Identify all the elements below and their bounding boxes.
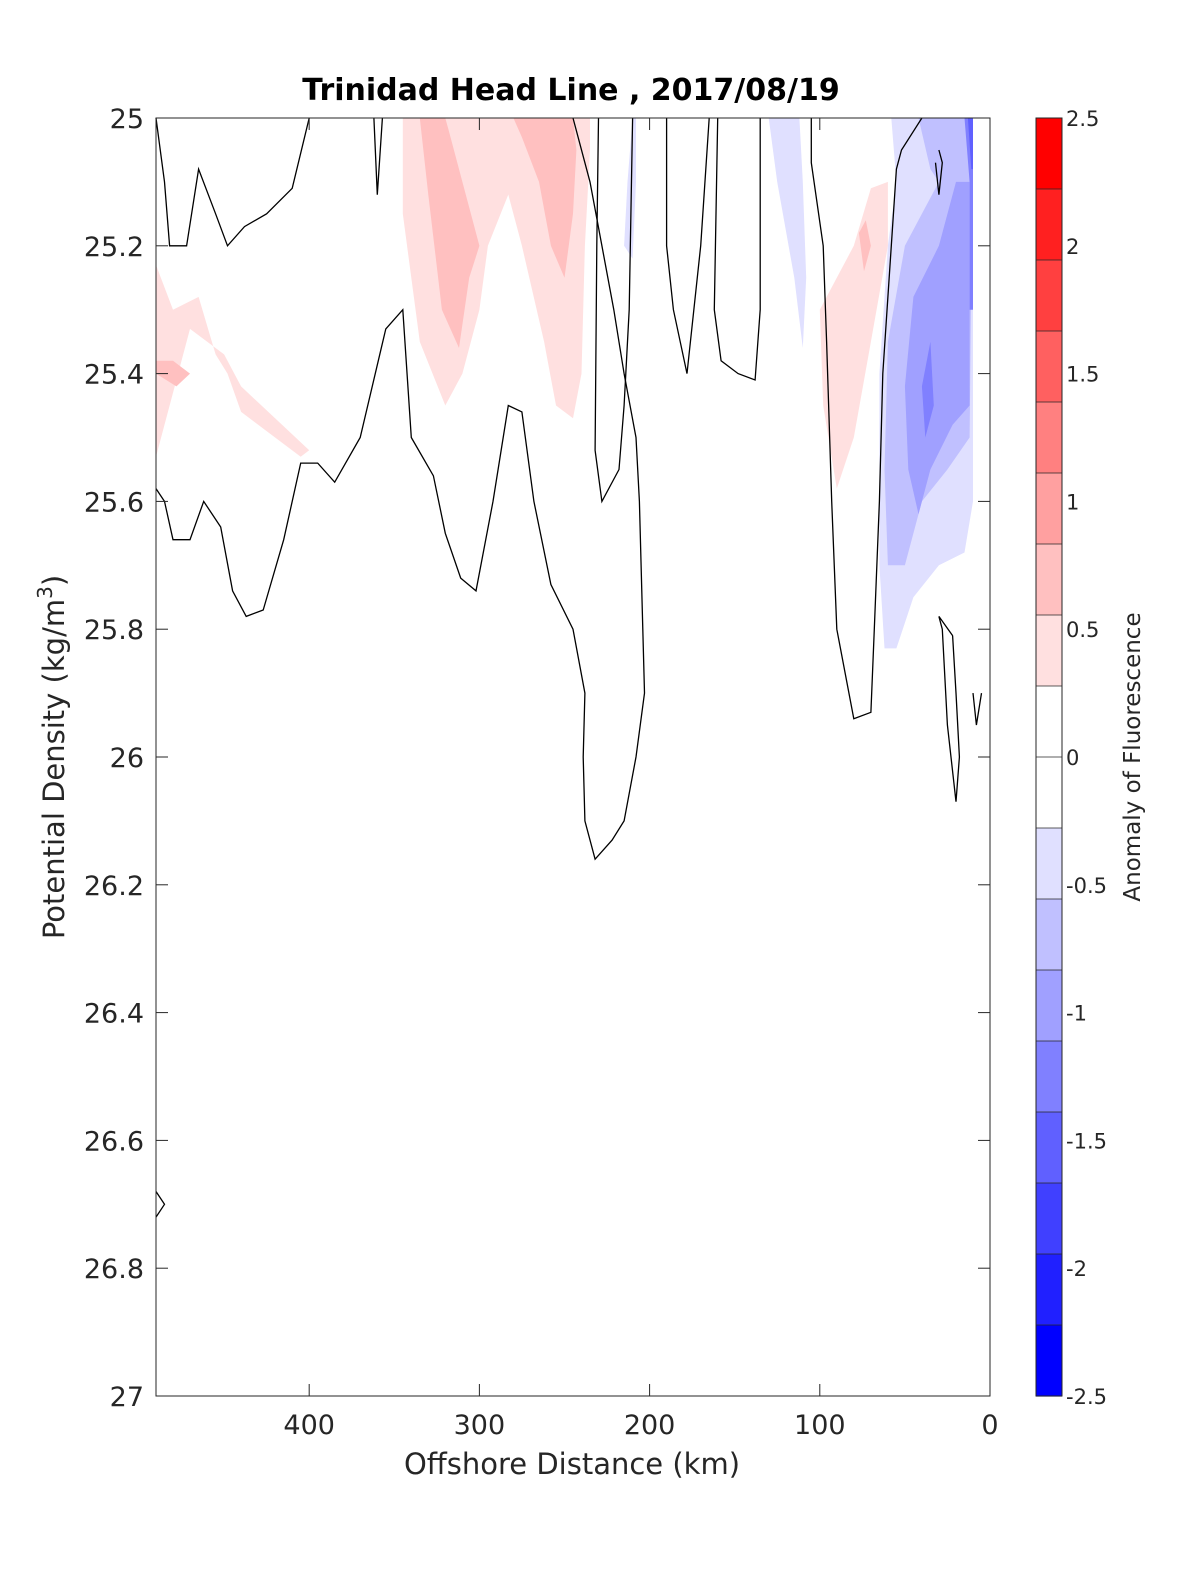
colorbar-band	[1036, 118, 1062, 190]
zero-contour-line	[934, 149, 943, 195]
x-tick-label: 100	[794, 1410, 846, 1441]
anomaly-region	[964, 118, 973, 310]
x-axis: 400 300 200 100 0	[283, 118, 999, 1441]
colorbar-frame	[1035, 117, 1063, 1397]
chart-title: Trinidad Head Line , 2017/08/19	[302, 73, 839, 108]
y-tick-label: 25.2	[84, 232, 144, 263]
colorbar-band	[1036, 1112, 1062, 1184]
anomaly-region	[819, 181, 888, 489]
anomaly-region	[858, 220, 871, 272]
colorbar-tick-label: -2	[1066, 1257, 1087, 1281]
anomaly-region	[921, 341, 934, 438]
zero-contour-line	[713, 117, 761, 381]
x-tick-label: 400	[283, 1410, 335, 1441]
colorbar-band	[1036, 260, 1062, 332]
colorbar-band	[1036, 1183, 1062, 1255]
y-axis-label-close: )	[37, 575, 71, 586]
anomaly-region	[419, 118, 480, 348]
colorbar-tick-label: 2	[1066, 235, 1079, 259]
zero-contour-line	[155, 117, 646, 861]
colorbar-band	[1036, 189, 1062, 261]
colorbar: 2.5 2 1.5 1 0.5 0 -0.5 -1 -1.5 -2 -2.5	[1035, 107, 1107, 1409]
anomaly-region	[513, 118, 577, 278]
y-tick-label: 25.4	[84, 360, 144, 391]
y-axis-label-sup: 3	[33, 586, 57, 599]
zero-contour-line	[665, 117, 710, 374]
colorbar-band	[1036, 615, 1062, 687]
zero-contour-line	[373, 117, 384, 195]
anomaly-region	[156, 360, 190, 387]
y-tick-label: 26	[110, 743, 144, 774]
zero-contour-line	[938, 616, 961, 802]
zero-contour-line	[594, 117, 634, 504]
x-tick-label: 200	[624, 1410, 676, 1441]
x-tick-label: 0	[981, 1410, 998, 1441]
y-axis-label-main: Potential Density (kg/m	[37, 599, 71, 939]
colorbar-band	[1036, 970, 1062, 1042]
y-tick-label: 26.8	[84, 1254, 144, 1285]
anomaly-region	[967, 118, 973, 170]
colorbar-label: Anomaly of Fluorescence	[1120, 612, 1146, 901]
zero-contour-line	[155, 117, 310, 248]
y-tick-label: 25	[110, 104, 144, 135]
anomaly-region	[624, 118, 636, 259]
colorbar-tick-label: -1.5	[1066, 1129, 1107, 1153]
x-axis-label: Offshore Distance (km)	[404, 1447, 740, 1481]
colorbar-tick-label: -0.5	[1066, 874, 1107, 898]
y-tick-label: 27	[110, 1382, 144, 1413]
colorbar-band	[1036, 402, 1062, 474]
colorbar-band	[1036, 828, 1062, 900]
zero-contour-line	[155, 1191, 166, 1218]
y-tick-label: 26.2	[84, 871, 144, 902]
colorbar-tick-label: 0.5	[1066, 618, 1099, 642]
colorbar-band	[1036, 899, 1062, 971]
colorbar-band	[1036, 686, 1062, 758]
colorbar-band	[1036, 757, 1062, 829]
colorbar-tick-label: 2.5	[1066, 107, 1099, 131]
y-axis: 25 25.2 25.4 25.6 25.8 26 26.2 26.4 26.6 26.8 27	[84, 104, 990, 1413]
colorbar-tick-label: 1.5	[1066, 363, 1099, 387]
anomaly-region	[768, 118, 807, 348]
colorbar-band	[1036, 1254, 1062, 1326]
colorbar-band	[1036, 331, 1062, 403]
zero-contour-lines	[155, 117, 983, 1218]
colorbar-tick-label: 1	[1066, 490, 1079, 514]
colorbar-tick-label: -1	[1066, 1002, 1087, 1026]
y-tick-label: 25.8	[84, 615, 144, 646]
y-tick-label: 26.6	[84, 1126, 144, 1157]
filled-contours	[156, 118, 973, 649]
colorbar-band	[1036, 473, 1062, 545]
zero-contour-line	[810, 117, 923, 720]
colorbar-band	[1036, 1041, 1062, 1113]
colorbar-band	[1036, 1325, 1062, 1397]
colorbar-band	[1036, 544, 1062, 616]
colorbar-tick-label: 0	[1066, 746, 1079, 770]
x-tick-label: 300	[454, 1410, 506, 1441]
y-tick-label: 25.6	[84, 487, 144, 518]
anomaly-region	[156, 265, 310, 457]
y-axis-label: Potential Density (kg/m3)	[33, 575, 71, 939]
colorbar-tick-label: -2.5	[1066, 1385, 1107, 1409]
anomaly-region	[904, 181, 970, 515]
y-tick-label: 26.4	[84, 999, 144, 1030]
zero-contour-line	[972, 692, 983, 726]
